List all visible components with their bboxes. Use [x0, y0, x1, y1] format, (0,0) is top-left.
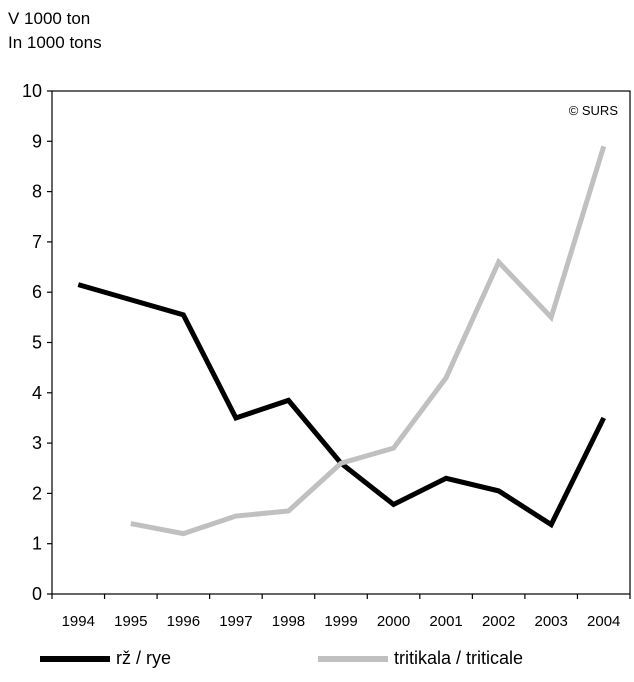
legend-item-triticale: tritikala / triticale: [318, 648, 523, 669]
x-tick-label: 2004: [587, 613, 620, 630]
chart-ticks: 0 1 2 3 4 5 6 7 8 9 10 1994 1995 1996 1997 1998 1999 2000…: [22, 81, 631, 630]
series-line-rye: [77, 282, 606, 529]
x-tick-label: 1994: [62, 613, 95, 630]
x-tick-label: 1997: [219, 613, 252, 630]
credit-label: © SURS: [569, 103, 619, 118]
legend-label-rye: rž / rye: [116, 648, 172, 668]
x-tick-label: 2003: [534, 613, 567, 630]
legend-item-rye: rž / rye: [40, 648, 171, 669]
legend-swatch-rye: [40, 655, 110, 662]
x-tick-label: 1999: [324, 613, 357, 630]
y-tick-label: 2: [32, 483, 42, 503]
x-tick-label: 1998: [272, 613, 305, 630]
y-tick-label: 4: [32, 383, 42, 403]
x-tick-label: 1996: [167, 613, 200, 630]
x-tick-label: 1995: [114, 613, 147, 630]
legend-swatch-triticale: [318, 655, 388, 662]
y-tick-label: 1: [32, 534, 42, 554]
y-tick-label: 0: [32, 584, 42, 604]
x-tick-label: 2000: [377, 613, 410, 630]
x-tick-label: 2002: [482, 613, 515, 630]
y-tick-label: 6: [32, 282, 42, 302]
x-tick-label: 2001: [429, 613, 462, 630]
chart-series: [77, 145, 607, 537]
y-tick-label: 3: [32, 433, 42, 453]
y-tick-label: 10: [22, 81, 42, 101]
legend-label-triticale: tritikala / triticale: [394, 648, 524, 668]
unit-label-english: In 1000 tons: [8, 33, 102, 52]
y-tick-label: 5: [32, 333, 42, 353]
unit-label-slovene: V 1000 ton: [8, 9, 91, 28]
y-tick-label: 8: [32, 182, 42, 202]
series-line-triticale: [130, 145, 607, 537]
y-tick-label: 7: [32, 232, 42, 252]
y-tick-label: 9: [32, 131, 42, 151]
